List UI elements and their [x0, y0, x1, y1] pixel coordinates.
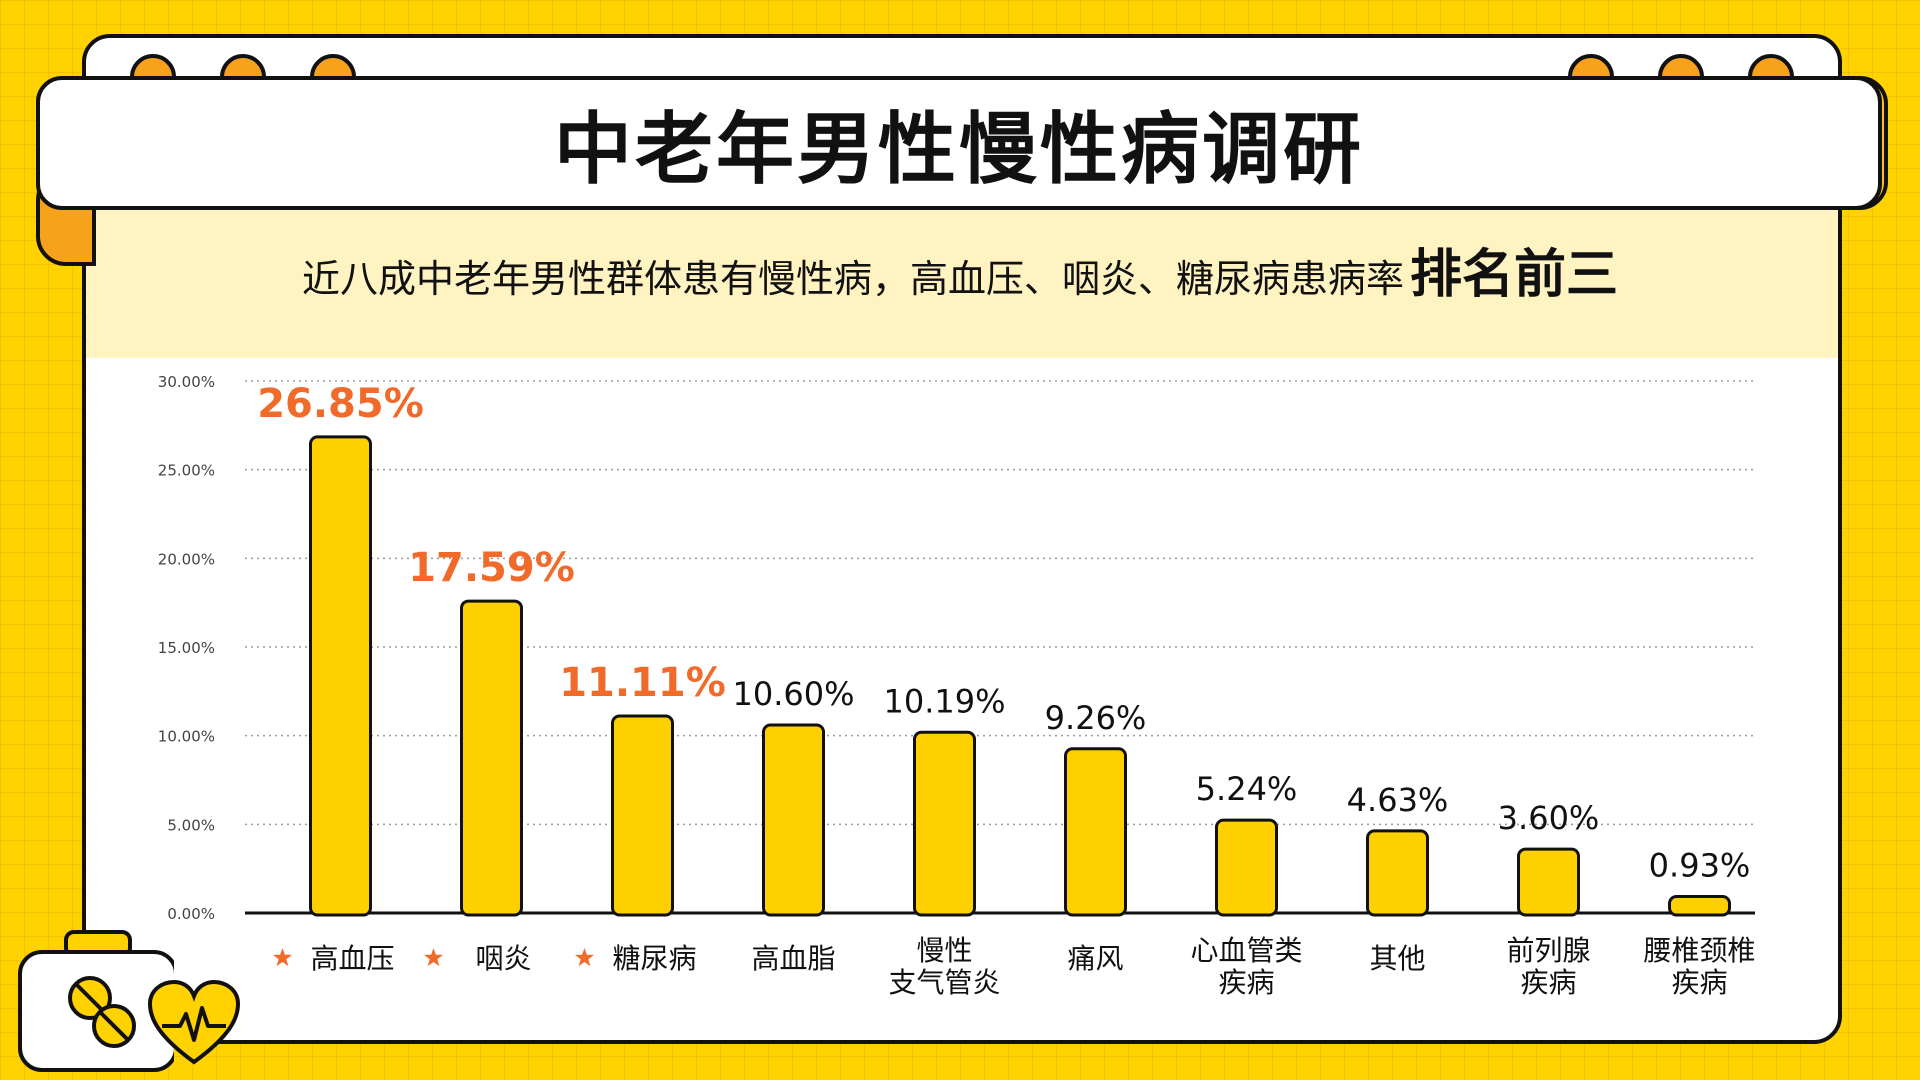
bar — [309, 435, 372, 917]
data-label: 5.24% — [1196, 770, 1298, 808]
category-label: 痛风 — [1067, 942, 1123, 975]
category-label: 高血压 — [310, 942, 394, 975]
data-label: 17.59% — [408, 545, 575, 591]
y-tick-label: 30.00% — [158, 373, 215, 391]
category-label: 前列腺 — [1506, 934, 1590, 967]
medicine-box-icon — [18, 930, 174, 1072]
category-label: 咽炎 — [475, 942, 531, 975]
category-label: 腰椎颈椎 — [1643, 934, 1755, 967]
category-label: 糖尿病 — [612, 942, 696, 975]
heart-pulse-icon — [147, 979, 241, 1065]
subtitle-emphasis: 排名前三 — [1410, 245, 1619, 305]
y-tick-label: 5.00% — [167, 816, 215, 834]
category-label: 高血脂 — [751, 942, 835, 975]
bar — [460, 599, 523, 917]
y-tick-label: 10.00% — [158, 728, 215, 746]
category-label: 慢性 — [916, 934, 972, 967]
star-icon — [273, 948, 292, 967]
category-label: 支气管炎 — [888, 966, 1000, 999]
data-label: 10.19% — [883, 682, 1005, 720]
bar — [1064, 747, 1127, 917]
subtitle: 近八成中老年男性群体患有慢性病，高血压、咽炎、糖尿病患病率 排名前三 — [0, 232, 1920, 307]
bar — [762, 723, 825, 917]
data-label: 0.93% — [1649, 847, 1751, 885]
subtitle-band — [86, 208, 1838, 358]
title-banner: 中老年男性慢性病调研 — [36, 76, 1882, 210]
y-tick-label: 15.00% — [158, 639, 215, 657]
bar — [1668, 895, 1731, 917]
data-label: 10.60% — [732, 675, 854, 713]
data-label: 9.26% — [1045, 699, 1147, 737]
star-icon — [575, 948, 594, 967]
bar — [1517, 847, 1580, 917]
y-tick-label: 20.00% — [158, 550, 215, 568]
bar — [611, 714, 674, 917]
subtitle-text: 近八成中老年男性群体患有慢性病，高血压、咽炎、糖尿病患病率 — [301, 257, 1404, 301]
category-label: 其他 — [1369, 942, 1425, 975]
category-label: 疾病 — [1520, 966, 1576, 999]
page-title: 中老年男性慢性病调研 — [553, 105, 1364, 195]
bar — [1366, 829, 1429, 917]
y-tick-label: 0.00% — [167, 905, 215, 923]
data-label: 11.11% — [559, 660, 726, 706]
y-tick-label: 25.00% — [158, 462, 215, 480]
category-label: 疾病 — [1671, 966, 1727, 999]
bar — [1215, 818, 1278, 917]
category-label: 心血管类 — [1190, 934, 1302, 967]
category-label: 疾病 — [1218, 966, 1274, 999]
bar — [913, 730, 976, 917]
data-label: 4.63% — [1347, 781, 1449, 819]
data-label: 26.85% — [257, 381, 424, 427]
data-label: 3.60% — [1498, 799, 1600, 837]
star-icon — [424, 948, 443, 967]
